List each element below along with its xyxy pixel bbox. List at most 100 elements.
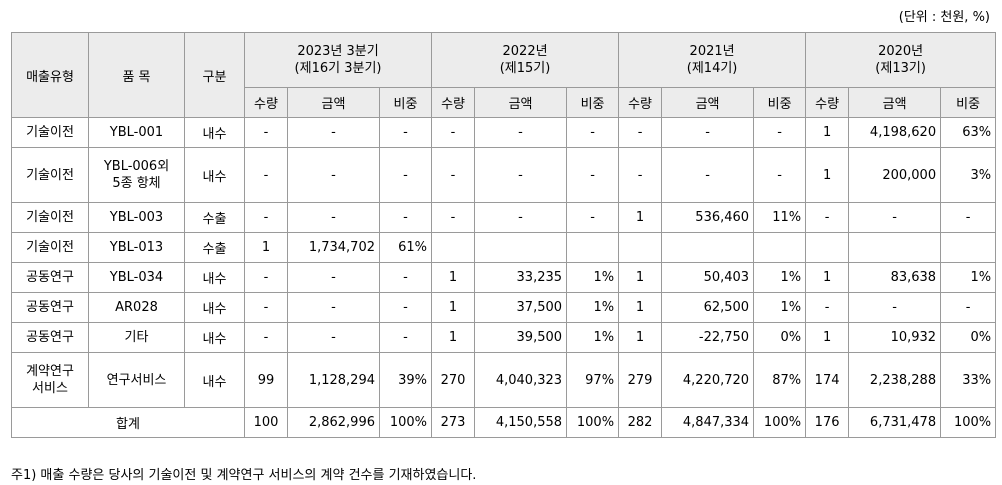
qty-cell: 1 bbox=[805, 322, 850, 353]
ratio-cell: 0% bbox=[753, 322, 807, 353]
total-qty-cell: 100 bbox=[244, 407, 288, 438]
ratio-cell: - bbox=[753, 147, 807, 203]
total-amount-cell: 4,150,558 bbox=[474, 407, 568, 438]
header-ratio: 비중 bbox=[753, 87, 807, 118]
qty-cell: - bbox=[244, 117, 288, 148]
sales-type-cell: 기술이전 bbox=[11, 232, 89, 263]
amount-cell: - bbox=[848, 202, 942, 233]
qty-cell: - bbox=[244, 322, 288, 353]
qty-cell: 1 bbox=[618, 202, 663, 233]
header-ratio: 비중 bbox=[566, 87, 620, 118]
qty-cell: 1 bbox=[431, 262, 476, 293]
sales-type-line: 서비스 bbox=[32, 381, 68, 396]
amount-cell: 4,220,720 bbox=[661, 352, 755, 408]
total-ratio-cell: 100% bbox=[378, 407, 433, 438]
total-amount-cell: 4,847,334 bbox=[661, 407, 755, 438]
total-qty-cell: 273 bbox=[431, 407, 476, 438]
ratio-cell: 61% bbox=[378, 232, 433, 263]
header-qty: 수량 bbox=[431, 87, 476, 118]
qty-cell: 1 bbox=[431, 292, 476, 323]
period-line2: (제15기) bbox=[499, 61, 551, 76]
item-cell: YBL-034 bbox=[88, 262, 185, 293]
ratio-cell: 11% bbox=[753, 202, 807, 233]
qty-cell: - bbox=[618, 117, 663, 148]
ratio-cell bbox=[566, 232, 620, 263]
header-amount: 금액 bbox=[474, 87, 568, 118]
period-line1: 2023년 3분기 bbox=[297, 44, 379, 59]
qty-cell: - bbox=[244, 147, 288, 203]
qty-cell bbox=[618, 232, 663, 263]
amount-cell: - bbox=[661, 117, 755, 148]
sales-type-line: 기술이전 bbox=[26, 125, 74, 140]
ratio-cell: - bbox=[940, 292, 997, 323]
qty-cell: 1 bbox=[805, 262, 850, 293]
sales-type-cell: 기술이전 bbox=[11, 202, 89, 233]
amount-cell: 62,500 bbox=[661, 292, 755, 323]
amount-cell: 39,500 bbox=[474, 322, 568, 353]
total-label: 합계 bbox=[11, 407, 245, 438]
ratio-cell: - bbox=[378, 117, 433, 148]
ratio-cell: 39% bbox=[378, 352, 433, 408]
ratio-cell: 3% bbox=[940, 147, 997, 203]
header-sales-type: 매출유형 bbox=[11, 32, 89, 118]
amount-cell: 10,932 bbox=[848, 322, 942, 353]
item-line: 연구서비스 bbox=[106, 372, 167, 388]
period-line1: 2021년 bbox=[689, 44, 735, 59]
qty-cell bbox=[431, 232, 476, 263]
qty-cell: 270 bbox=[431, 352, 476, 408]
ratio-cell: 33% bbox=[940, 352, 997, 408]
header-item: 품 목 bbox=[88, 32, 185, 118]
qty-cell: 1 bbox=[805, 117, 850, 148]
amount-cell bbox=[848, 232, 942, 263]
amount-cell bbox=[661, 232, 755, 263]
item-cell: 연구서비스 bbox=[88, 352, 185, 408]
header-amount: 금액 bbox=[661, 87, 755, 118]
sales-type-cell: 공동연구 bbox=[11, 322, 89, 353]
amount-cell: 83,638 bbox=[848, 262, 942, 293]
sales-type-cell: 기술이전 bbox=[11, 147, 89, 203]
qty-cell bbox=[805, 232, 850, 263]
qty-cell: - bbox=[244, 292, 288, 323]
qty-cell: 1 bbox=[244, 232, 288, 263]
period-line2: (제16기 3분기) bbox=[294, 61, 382, 76]
table-row: 공동연구 YBL-034 내수 - - -1 33,235 1% 1 50,403 1% 1 83,63… bbox=[11, 262, 997, 293]
division-cell: 수출 bbox=[184, 232, 245, 263]
amount-cell: - bbox=[474, 147, 568, 203]
header-qty: 수량 bbox=[244, 87, 288, 118]
header-qty: 수량 bbox=[805, 87, 850, 118]
ratio-cell bbox=[753, 232, 807, 263]
ratio-cell: - bbox=[940, 202, 997, 233]
item-cell: YBL-013 bbox=[88, 232, 185, 263]
division-cell: 내수 bbox=[184, 352, 245, 408]
item-cell: YBL-003 bbox=[88, 202, 185, 233]
ratio-cell: 1% bbox=[566, 322, 620, 353]
amount-cell: - bbox=[287, 292, 380, 323]
header-row-2: 수량 금액 비중 수량 금액 비중 수량 금액 비중 수량 금액 비중 bbox=[12, 87, 997, 118]
amount-cell: - bbox=[474, 117, 568, 148]
ratio-cell: 87% bbox=[753, 352, 807, 408]
total-qty-cell: 176 bbox=[805, 407, 850, 438]
sales-type-line: 기술이전 bbox=[26, 210, 74, 225]
ratio-cell: - bbox=[566, 147, 620, 203]
amount-cell: 1,128,294 bbox=[287, 352, 380, 408]
period-line1: 2022년 bbox=[502, 44, 548, 59]
qty-cell: 1 bbox=[618, 262, 663, 293]
amount-cell: - bbox=[661, 147, 755, 203]
division-cell: 수출 bbox=[184, 202, 245, 233]
item-cell: YBL-006외 5종 항체 bbox=[88, 147, 185, 203]
header-amount: 금액 bbox=[287, 87, 380, 118]
item-cell: AR028 bbox=[88, 292, 185, 323]
qty-cell: - bbox=[618, 147, 663, 203]
ratio-cell: 1% bbox=[566, 292, 620, 323]
sales-type-cell: 기술이전 bbox=[11, 117, 89, 148]
ratio-cell: - bbox=[753, 117, 807, 148]
total-qty-cell: 282 bbox=[618, 407, 663, 438]
ratio-cell: 1% bbox=[753, 292, 807, 323]
ratio-cell: 63% bbox=[940, 117, 997, 148]
amount-cell: - bbox=[287, 117, 380, 148]
table-row: 공동연구 기타 내수 - - -1 39,500 1% 1 -22,750 0% 1 10,932 0% bbox=[11, 322, 997, 353]
table-row: 기술이전 YBL-013 수출 1 1,734,702 61% bbox=[11, 232, 997, 263]
ratio-cell: - bbox=[378, 322, 433, 353]
amount-cell: - bbox=[848, 292, 942, 323]
item-line: YBL-006외 bbox=[103, 159, 170, 174]
